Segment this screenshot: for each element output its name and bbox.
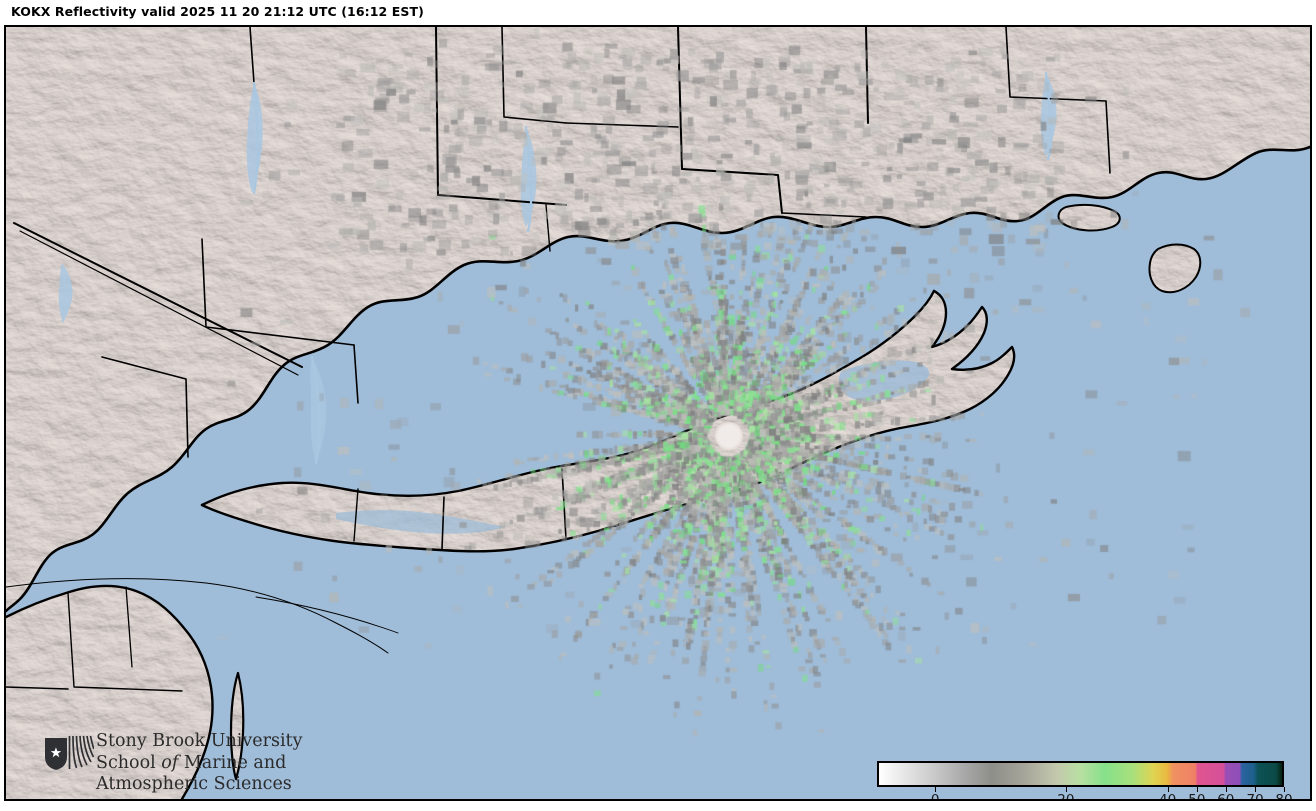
colorbar-gradient <box>879 763 1282 785</box>
logo-line-2: School of Marine and <box>96 752 287 773</box>
colorbar-tick-label: 20 <box>1057 792 1074 799</box>
stripes-icon <box>68 736 94 769</box>
colorbar-tick-label: 60 <box>1217 792 1234 799</box>
colorbar-tick <box>1225 787 1227 792</box>
logo-line-1: Stony Brook University <box>96 731 303 751</box>
map-frame[interactable]: Stony Brook University School of Marine … <box>4 25 1312 801</box>
colorbar-tick <box>1255 787 1257 792</box>
colorbar[interactable]: 0 20 40 50 60 70 80 <box>877 761 1293 799</box>
colorbar-tick <box>1196 787 1198 792</box>
colorbar-tick <box>935 787 937 792</box>
university-logo: Stony Brook University School of Marine … <box>44 731 334 799</box>
colorbar-tick <box>1065 787 1067 792</box>
colorbar-tick <box>1284 787 1285 792</box>
colorbar-tick-label: 40 <box>1159 792 1176 799</box>
colorbar-tick-label: 80 <box>1275 792 1292 799</box>
shield-star-icon <box>45 738 67 770</box>
map-canvas[interactable]: Stony Brook University School of Marine … <box>6 27 1310 799</box>
radar-echo-layer <box>6 27 1310 799</box>
colorbar-ramp[interactable] <box>877 761 1284 787</box>
colorbar-tick-label: 0 <box>931 792 940 799</box>
logo-line-3: Atmospheric Sciences <box>96 774 292 794</box>
logo-text: Stony Brook University School of Marine … <box>96 731 302 796</box>
colorbar-tick-label: 70 <box>1247 792 1264 799</box>
page-title: KOKX Reflectivity valid 2025 11 20 21:12… <box>11 4 424 19</box>
colorbar-tick <box>1167 787 1169 792</box>
colorbar-tick-label: 50 <box>1188 792 1205 799</box>
